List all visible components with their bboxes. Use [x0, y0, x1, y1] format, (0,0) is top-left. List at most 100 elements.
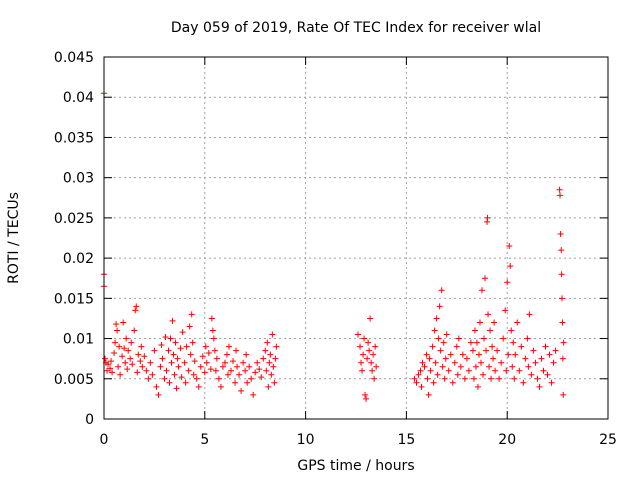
data-point-marker: [121, 345, 128, 352]
data-point-marker: [457, 363, 464, 370]
data-point-marker: [113, 321, 120, 328]
data-point-marker: [491, 319, 498, 326]
data-point-marker: [451, 359, 458, 366]
data-point-marker: [254, 359, 261, 366]
data-point-marker: [120, 319, 127, 326]
data-point-marker: [112, 339, 119, 346]
axis-ticks: [103, 56, 609, 420]
data-point-marker: [508, 327, 515, 334]
data-point-marker: [475, 351, 482, 358]
data-point-marker: [172, 339, 179, 346]
data-point-marker: [265, 383, 272, 390]
data-point-marker: [223, 351, 230, 358]
plot-frame: [103, 56, 609, 420]
data-point-marker: [165, 347, 172, 354]
data-point-marker: [137, 358, 144, 365]
data-point-marker: [367, 315, 374, 322]
data-point-marker: [203, 359, 210, 366]
data-point-marker: [125, 347, 132, 354]
x-tick-label: 0: [100, 432, 109, 448]
data-point-marker: [511, 375, 518, 382]
data-point-marker: [236, 371, 243, 378]
data-point-marker: [132, 307, 139, 314]
data-point-marker: [471, 327, 478, 334]
data-point-marker: [363, 395, 370, 402]
data-point-marker: [138, 343, 145, 350]
y-tick-label: 0.02: [63, 251, 94, 267]
data-point-marker: [474, 383, 481, 390]
data-point-marker: [271, 379, 278, 386]
data-point-marker: [432, 359, 439, 366]
y-tick-label: 0: [85, 412, 94, 428]
y-tick-label: 0.01: [63, 332, 94, 348]
data-point-marker: [500, 335, 507, 342]
data-point-marker: [436, 303, 443, 310]
data-point-marker: [415, 371, 422, 378]
data-point-marker: [418, 383, 425, 390]
data-point-marker: [360, 351, 367, 358]
data-point-marker: [195, 383, 202, 390]
data-point-marker: [215, 375, 222, 382]
data-point-marker: [115, 363, 122, 370]
data-point-marker: [191, 358, 198, 365]
x-axis-label: GPS time / hours: [297, 458, 414, 474]
x-tick-label: 20: [498, 432, 516, 448]
data-point-marker: [225, 343, 232, 350]
data-point-marker: [219, 363, 226, 370]
data-point-marker: [449, 379, 456, 386]
data-point-marker: [116, 343, 123, 350]
y-tick-labels: 0 0.005 0.01 0.015 0.02 0.025 0.03 0.035 0.04 0.0…: [54, 50, 94, 428]
data-points: [101, 90, 567, 402]
data-point-marker: [548, 379, 555, 386]
data-point-marker: [454, 371, 461, 378]
data-point-marker: [170, 351, 177, 358]
data-point-marker: [181, 359, 188, 366]
data-point-marker: [211, 347, 218, 354]
data-point-marker: [250, 391, 257, 398]
data-point-marker: [266, 359, 273, 366]
data-point-marker: [208, 315, 215, 322]
data-point-marker: [426, 355, 433, 362]
data-point-marker: [111, 350, 118, 357]
x-tick-label: 25: [599, 432, 617, 448]
data-point-marker: [366, 347, 373, 354]
data-point-marker: [182, 379, 189, 386]
data-point-marker: [205, 350, 212, 357]
data-point-marker: [516, 367, 523, 374]
data-point-marker: [212, 367, 219, 374]
data-point-marker: [525, 363, 532, 370]
data-point-marker: [189, 339, 196, 346]
y-tick-label: 0.04: [63, 90, 94, 106]
data-point-marker: [167, 335, 174, 342]
data-point-marker: [473, 339, 480, 346]
data-point-marker: [465, 367, 472, 374]
data-point-marker: [453, 343, 460, 350]
data-point-marker: [434, 371, 441, 378]
data-point-marker: [258, 374, 265, 381]
data-point-marker: [488, 375, 495, 382]
data-point-marker: [370, 351, 377, 358]
data-point-marker: [199, 353, 206, 360]
data-point-marker: [435, 335, 442, 342]
data-point-marker: [131, 327, 138, 334]
data-point-marker: [197, 363, 204, 370]
data-point-marker: [158, 341, 165, 348]
data-point-marker: [505, 351, 512, 358]
data-point-marker: [230, 358, 237, 365]
data-point-marker: [161, 375, 168, 382]
data-point-marker: [490, 355, 497, 362]
data-point-marker: [190, 371, 197, 378]
data-point-marker: [486, 363, 493, 370]
data-point-marker: [357, 343, 364, 350]
data-point-marker: [556, 186, 563, 193]
data-point-marker: [552, 347, 559, 354]
data-point-marker: [268, 371, 275, 378]
data-point-marker: [240, 359, 247, 366]
data-point-marker: [542, 343, 549, 350]
data-point-marker: [476, 319, 483, 326]
data-point-marker: [492, 367, 499, 374]
data-point-marker: [175, 363, 182, 370]
data-point-marker: [560, 391, 567, 398]
data-point-marker: [233, 347, 240, 354]
data-point-marker: [162, 333, 169, 340]
